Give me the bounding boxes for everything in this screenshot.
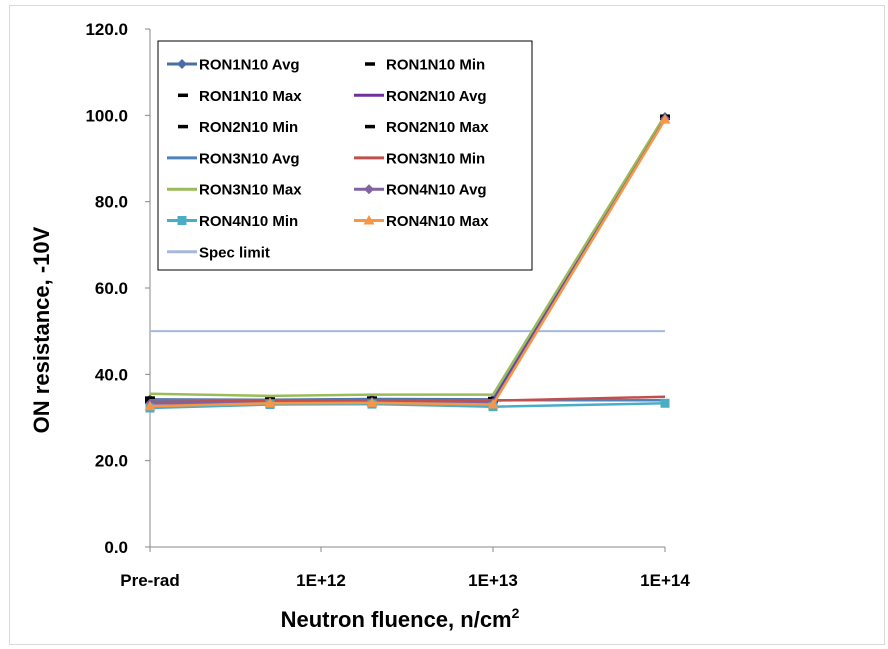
x-tick-label: 1E+12	[296, 571, 346, 590]
series-ron4n10-max	[144, 114, 671, 411]
legend-item: RON3N10 Min	[354, 150, 485, 167]
data-point	[264, 397, 276, 408]
data-point	[144, 400, 156, 411]
x-tick-label: Pre-rad	[120, 571, 180, 590]
x-axis-title-superscript: 2	[512, 605, 520, 621]
data-point	[366, 397, 378, 407]
x-axis-title-text: Neutron fluence, n/cm	[281, 607, 512, 632]
y-tick-label: 40.0	[95, 365, 128, 384]
legend-item: RON4N10 Min	[167, 213, 298, 230]
legend-item: RON1N10 Min	[365, 57, 485, 74]
legend-label: RON2N10 Avg	[386, 88, 487, 105]
legend-label: Spec limit	[199, 244, 270, 261]
legend-label: RON2N10 Max	[386, 119, 489, 136]
legend-box	[157, 40, 533, 271]
legend-label: RON2N10 Min	[199, 119, 298, 136]
legend-item: RON2N10 Max	[365, 119, 489, 136]
legend-marker	[177, 216, 187, 225]
series-line	[149, 114, 667, 398]
x-tick-label: 1E+14	[640, 571, 690, 590]
y-tick-label: 0.0	[104, 538, 128, 557]
legend-marker	[363, 215, 375, 225]
legend-label: RON4N10 Min	[199, 213, 298, 230]
legend-item: RON1N10 Max	[178, 88, 302, 105]
legend-label: RON3N10 Max	[199, 182, 302, 199]
legend-item: RON3N10 Max	[167, 182, 302, 199]
legend-marker	[364, 184, 374, 195]
legend-item: RON4N10 Max	[354, 213, 489, 230]
legend-swatch	[178, 124, 188, 129]
legend-marker	[177, 59, 187, 69]
legend-label: RON1N10 Max	[199, 88, 302, 105]
legend-item: RON2N10 Avg	[354, 88, 487, 105]
data-point	[659, 114, 671, 124]
y-tick-label: 20.0	[95, 452, 128, 471]
legend-label: RON1N10 Avg	[199, 57, 300, 74]
legend: RON1N10 Avg RON1N10 Min RON1N10 Max RON2N10…	[157, 40, 533, 271]
y-tick-label: 60.0	[95, 279, 128, 298]
legend-label: RON3N10 Avg	[199, 150, 300, 167]
legend-swatch	[178, 93, 188, 98]
y-axis-title: ON resistance, -10V	[29, 226, 54, 433]
legend-item: RON4N10 Avg	[354, 182, 487, 199]
legend-item: RON2N10 Min	[178, 119, 298, 136]
series-ron3n10-max	[149, 114, 667, 398]
legend-label: RON1N10 Min	[386, 57, 485, 74]
data-point	[660, 398, 670, 408]
y-tick-label: 100.0	[85, 106, 128, 125]
data-point	[487, 399, 499, 409]
legend-swatch	[365, 62, 375, 66]
y-tick-label: 80.0	[95, 193, 128, 212]
legend-item: RON3N10 Avg	[167, 150, 300, 167]
legend-label: RON4N10 Avg	[386, 182, 487, 199]
x-tick-label: 1E+13	[468, 571, 518, 590]
legend-swatch	[365, 124, 375, 129]
legend-label: RON3N10 Min	[386, 150, 485, 167]
legend-item: Spec limit	[167, 244, 270, 261]
x-axis-title: Neutron fluence, n/cm2	[281, 605, 520, 632]
chart-frame	[9, 5, 885, 645]
legend-item: RON1N10 Avg	[167, 57, 300, 74]
y-tick-label: 120.0	[85, 20, 128, 39]
legend-label: RON4N10 Max	[386, 213, 489, 230]
